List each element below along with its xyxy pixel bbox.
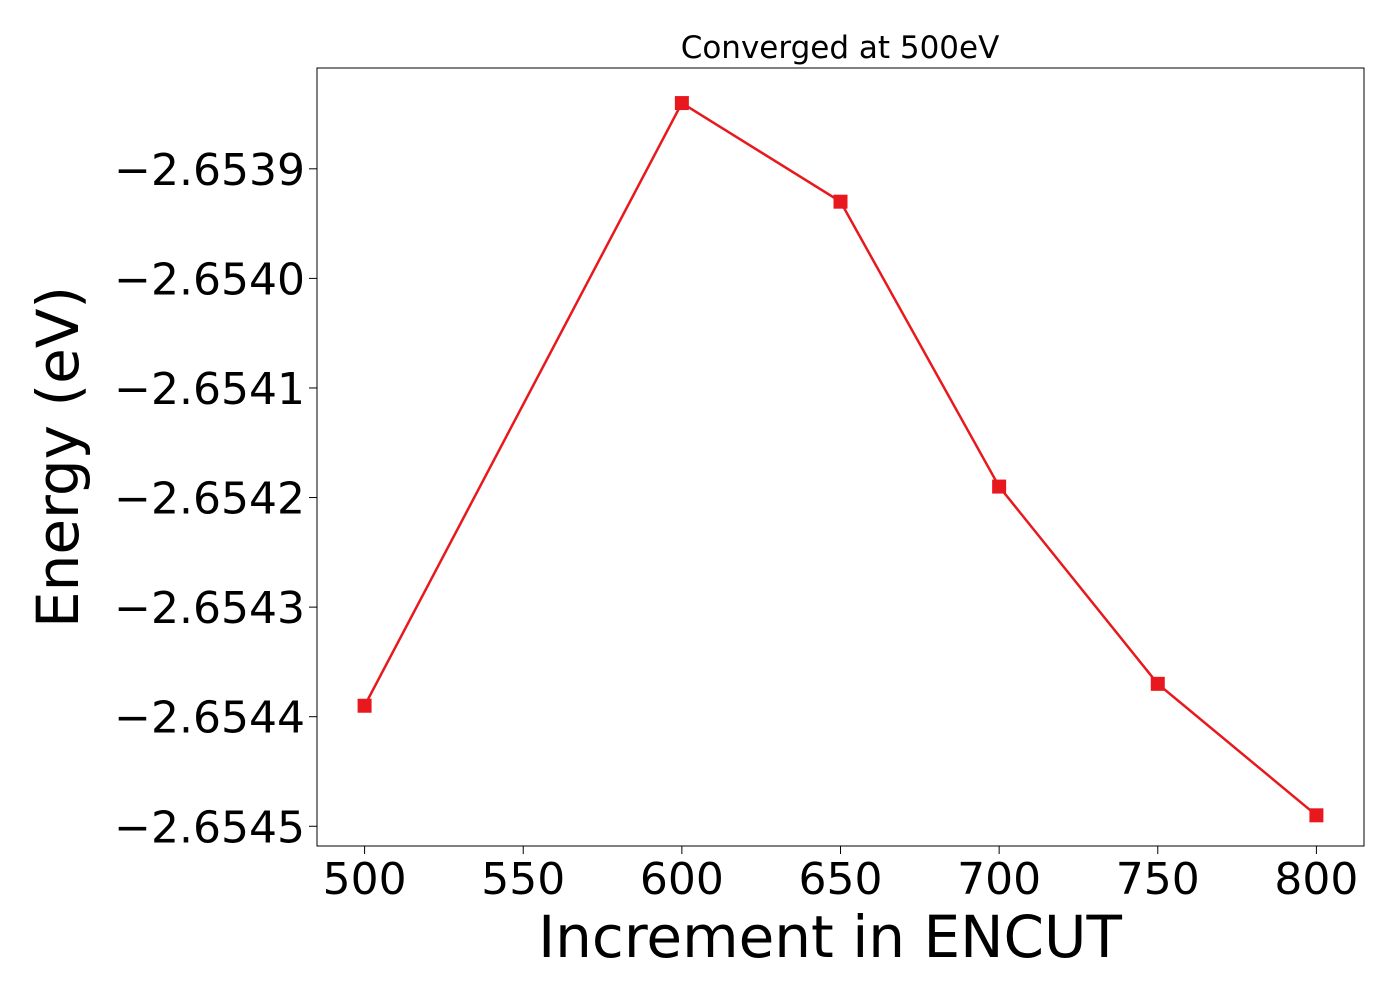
- x-tick-label: 550: [481, 854, 565, 905]
- y-tick-label: −2.6541: [114, 364, 305, 415]
- data-point: [1309, 808, 1324, 823]
- data-point: [357, 698, 372, 713]
- data-line: [363, 101, 1318, 817]
- x-tick-label: 600: [640, 854, 724, 905]
- y-tick-label: −2.6539: [114, 145, 305, 196]
- x-tick-label: 750: [1116, 854, 1200, 905]
- y-tick-label: −2.6544: [114, 693, 305, 744]
- y-tick-label: −2.6542: [114, 474, 305, 525]
- data-point: [674, 96, 689, 111]
- data-point: [992, 479, 1007, 494]
- x-tick-label: 500: [323, 854, 407, 905]
- data-point: [833, 194, 848, 209]
- x-tick-label: 650: [799, 854, 883, 905]
- y-tick-label: −2.6543: [114, 583, 305, 634]
- chart-title: Converged at 500eV: [681, 30, 1000, 66]
- y-tick-label: −2.6545: [114, 802, 305, 853]
- plot-frame: [316, 67, 1365, 847]
- y-axis-label: Energy (eV): [24, 286, 92, 628]
- x-tick-label: 800: [1274, 854, 1358, 905]
- x-axis-label: Increment in ENCUT: [538, 903, 1122, 971]
- x-tick-label: 700: [957, 854, 1041, 905]
- data-point: [1150, 676, 1165, 691]
- y-tick-label: −2.6540: [114, 254, 305, 305]
